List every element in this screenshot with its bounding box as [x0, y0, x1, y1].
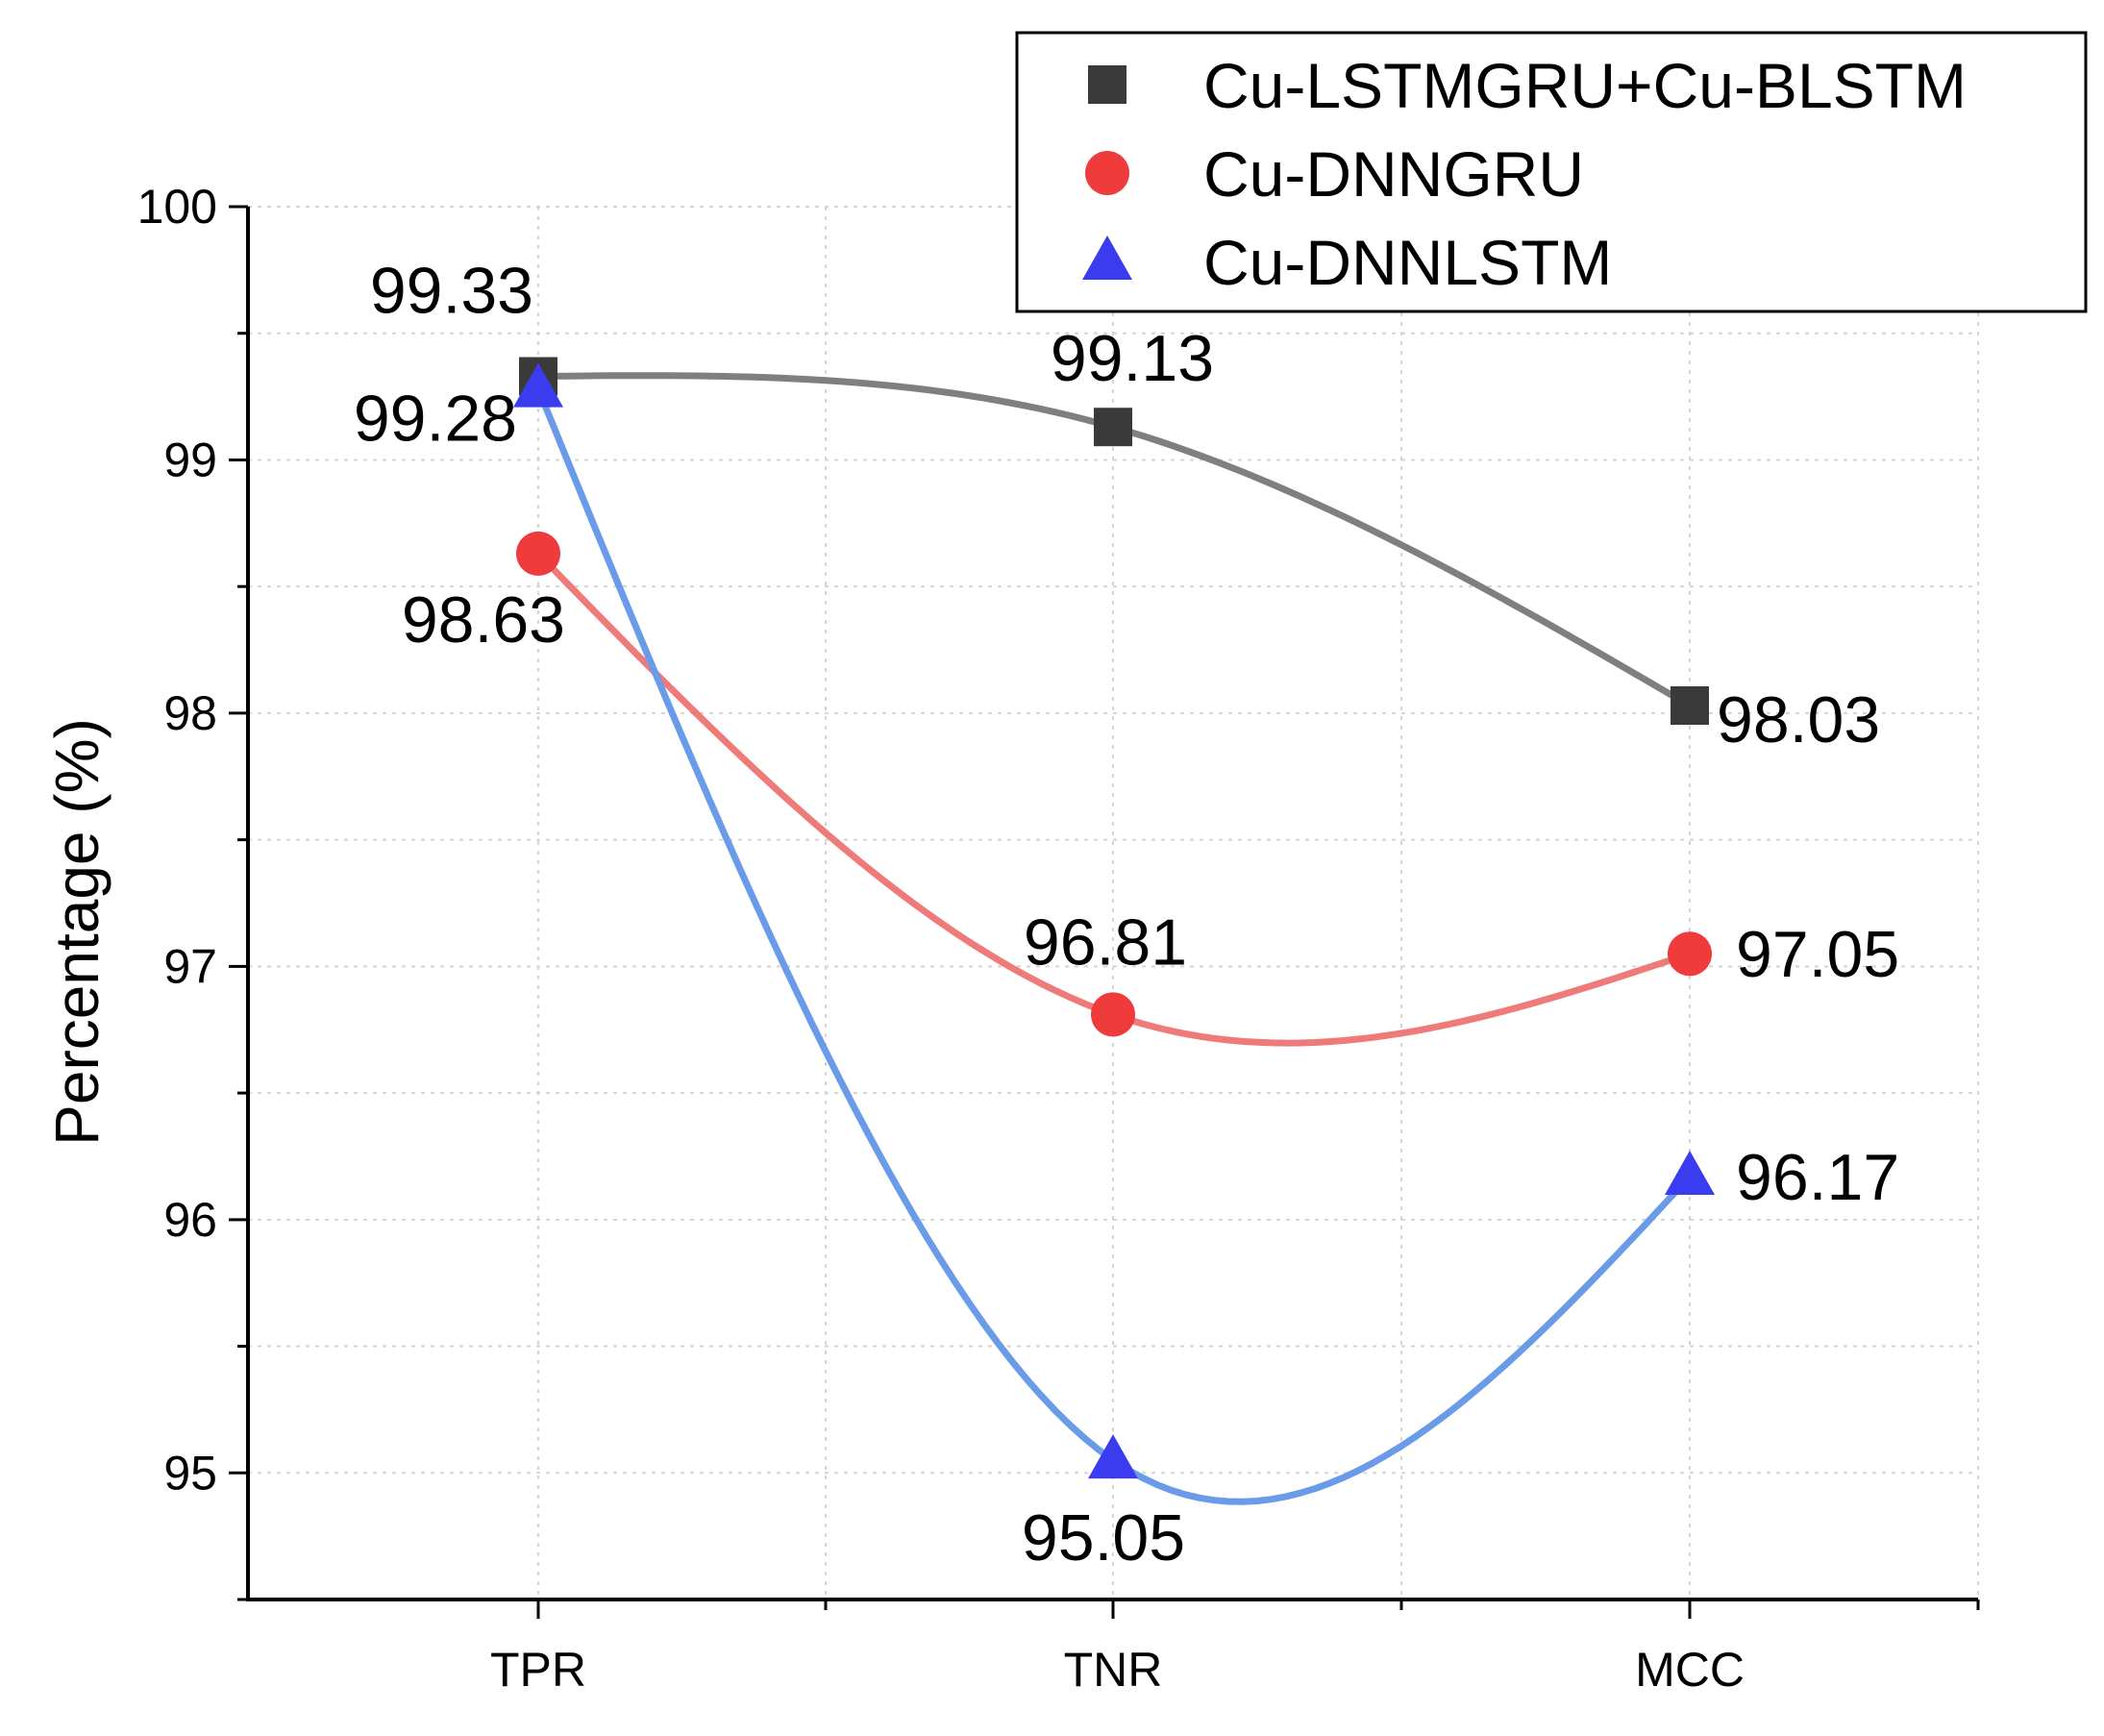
data-point-triangle [1088, 1434, 1138, 1479]
data-point-circle [1091, 992, 1135, 1037]
x-tick-label: TNR [1064, 1643, 1163, 1697]
legend-marker-triangle [1082, 236, 1132, 280]
y-tick-label: 95 [163, 1446, 217, 1500]
x-tick-label: TPR [490, 1643, 586, 1697]
data-label: 99.33 [370, 255, 533, 328]
data-point-circle [1668, 931, 1712, 977]
data-label: 95.05 [1022, 1501, 1185, 1575]
data-point-square [1671, 686, 1709, 726]
data-point-triangle [513, 362, 563, 408]
series-markers [513, 357, 1715, 1479]
data-point-circle [516, 531, 560, 576]
axes: 95 96 97 98 99 100 TPR TNR MCC [137, 180, 1980, 1697]
legend-label: Cu-DNNGRU [1203, 138, 1584, 210]
y-tick-label: 96 [163, 1193, 217, 1247]
y-tick-label: 99 [163, 433, 217, 486]
data-label: 98.03 [1717, 683, 1880, 756]
data-label: 96.81 [1024, 905, 1187, 979]
x-tick-label: MCC [1635, 1643, 1745, 1697]
data-point-triangle [1665, 1151, 1715, 1196]
y-axis-title: Percentage (%) [42, 718, 111, 1146]
data-label: 96.17 [1736, 1141, 1899, 1214]
legend-box [1015, 31, 2088, 313]
legend-marker-circle [1085, 151, 1129, 195]
data-point-square [1094, 408, 1132, 447]
data-label: 98.63 [402, 583, 565, 657]
legend-label: Cu-DNNLSTM [1203, 227, 1612, 298]
legend: Cu-LSTMGRU+Cu-BLSTM Cu-DNNGRU Cu-DNNLSTM [1015, 31, 2088, 313]
y-tick-label: 98 [163, 686, 217, 740]
data-label: 97.05 [1736, 918, 1899, 991]
y-tick-label: 100 [137, 180, 217, 234]
legend-label: Cu-LSTMGRU+Cu-BLSTM [1203, 50, 1967, 121]
data-label: 99.13 [1051, 322, 1214, 395]
legend-marker-square [1088, 65, 1126, 104]
y-tick-label: 97 [163, 939, 217, 993]
data-labels: 99.33 99.13 98.03 98.63 96.81 97.05 99.28 95.05… [354, 255, 1899, 1575]
data-label: 99.28 [354, 383, 517, 456]
